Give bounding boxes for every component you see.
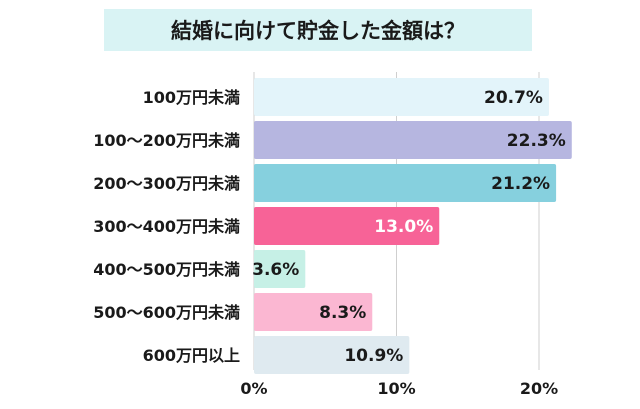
value-label: 22.3% (507, 131, 566, 151)
bars (254, 78, 572, 374)
bar (254, 164, 557, 202)
value-label: 3.6% (252, 260, 299, 280)
value-label: 8.3% (319, 303, 366, 323)
x-tick-label: 0% (240, 379, 267, 398)
value-label: 10.9% (344, 346, 403, 366)
category-label: 100〜200万円未満 (93, 131, 240, 150)
x-tick-label: 10% (377, 379, 415, 398)
bar (254, 293, 373, 331)
category-label: 400〜500万円未満 (93, 260, 240, 279)
bar (254, 78, 549, 116)
bar (254, 250, 306, 288)
category-label: 300〜400万円未満 (93, 217, 240, 236)
category-label: 200〜300万円未満 (93, 174, 240, 193)
bar (254, 207, 440, 245)
value-label: 13.0% (374, 217, 433, 237)
value-label: 20.7% (484, 88, 543, 108)
chart-title-background (104, 9, 532, 51)
value-label: 21.2% (491, 174, 550, 194)
bar (254, 336, 410, 374)
x-tick-label: 20% (520, 379, 558, 398)
category-label: 500〜600万円未満 (93, 303, 240, 322)
category-label: 600万円以上 (143, 346, 240, 365)
x-axis-ticks: 0% 10% 20% (240, 379, 558, 398)
value-labels: 20.7% 22.3% 21.2% 13.0% 3.6% 8.3% 10.9% (252, 88, 566, 366)
category-label: 100万円未満 (143, 88, 240, 107)
category-labels: 100万円未満 100〜200万円未満 200〜300万円未満 300〜400万円未満… (93, 88, 240, 365)
chart-title: 結婚に向けて貯金した金額は？ (171, 19, 465, 43)
bar (254, 121, 572, 159)
